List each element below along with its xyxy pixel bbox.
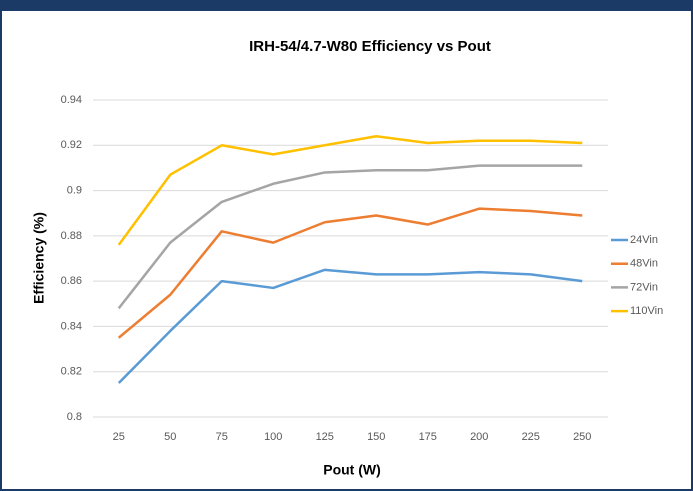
x-tick-label: 75 — [216, 431, 228, 443]
x-tick-label: 25 — [113, 431, 125, 443]
series-line — [117, 164, 583, 310]
x-tick-label: 225 — [522, 431, 540, 443]
y-axis-title: Efficiency (%) — [31, 212, 47, 304]
legend-label: 48Vin — [630, 258, 658, 270]
chart-title: IRH-54/4.7-W80 Efficiency vs Pout — [249, 38, 491, 55]
x-tick-label: 175 — [419, 431, 437, 443]
x-tick-label: 50 — [164, 431, 176, 443]
legend-label: 72Vin — [630, 281, 658, 293]
y-tick-label: 0.8 — [67, 411, 82, 423]
x-tick-label: 150 — [367, 431, 385, 443]
series-line — [117, 134, 583, 246]
series-line — [117, 268, 583, 384]
top-bar — [0, 0, 693, 11]
y-tick-label: 0.9 — [67, 184, 82, 196]
series-line — [117, 207, 583, 339]
x-tick-label: 100 — [264, 431, 282, 443]
y-tick-label: 0.88 — [61, 230, 82, 242]
y-tick-label: 0.82 — [61, 366, 82, 378]
x-tick-label: 250 — [573, 431, 591, 443]
y-tick-label: 0.94 — [61, 94, 82, 106]
y-tick-label: 0.84 — [61, 320, 82, 332]
y-tick-label: 0.92 — [61, 139, 82, 151]
x-tick-label: 125 — [316, 431, 334, 443]
x-axis-title: Pout (W) — [323, 462, 381, 478]
x-tick-label: 200 — [470, 431, 488, 443]
y-tick-label: 0.86 — [61, 275, 82, 287]
legend-label: 110Vin — [630, 305, 663, 317]
legend-label: 24Vin — [630, 234, 658, 246]
